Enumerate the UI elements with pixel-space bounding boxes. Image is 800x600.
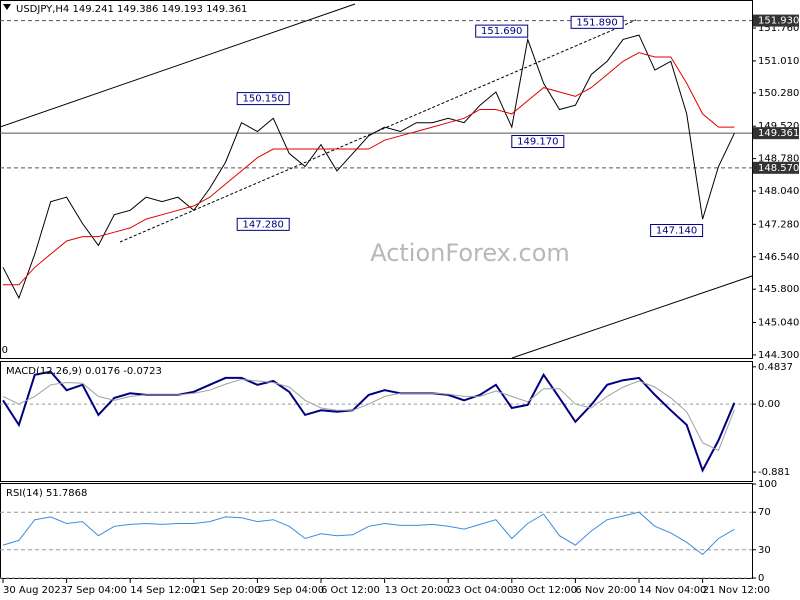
watermark: ActionForex.com xyxy=(370,239,570,267)
price-label: 149.170 xyxy=(517,137,558,148)
level-label-box xyxy=(753,161,799,174)
series-line xyxy=(2,34,735,300)
series-line xyxy=(2,511,735,556)
chart-title: USDJPY,H4 149.241 149.386 149.193 149.36… xyxy=(16,4,247,15)
y-tick-label: 70 xyxy=(758,507,771,518)
x-tick-label: 30 Aug 2023 xyxy=(3,585,67,596)
y-tick-label: 0 xyxy=(758,573,764,584)
channel-line xyxy=(511,275,753,359)
clipped-label: 30 xyxy=(0,345,8,356)
x-tick-label: 23 Oct 04:00 xyxy=(448,585,513,596)
y-tick-label: 150.280 xyxy=(758,88,799,99)
price-label: 150.150 xyxy=(243,94,284,105)
y-tick-label: 30 xyxy=(758,545,771,556)
rsi-panel xyxy=(0,483,753,579)
y-tick-label: 0.00 xyxy=(758,399,780,410)
price-panel xyxy=(0,0,753,359)
x-tick-label: 21 Nov 12:00 xyxy=(703,585,770,596)
y-tick-label: 145.800 xyxy=(758,284,799,295)
level-label: 149.361 xyxy=(758,128,799,139)
channel-line xyxy=(0,3,356,128)
price-label-box xyxy=(650,223,704,237)
price-label-box xyxy=(236,217,290,231)
price-label-box xyxy=(475,24,529,38)
price-label: 147.140 xyxy=(656,225,697,236)
price-label: 151.690 xyxy=(481,26,522,37)
x-tick-label: 6 Nov 20:00 xyxy=(575,585,636,596)
y-tick-label: -0.881 xyxy=(758,467,790,478)
series-line xyxy=(2,378,735,452)
indicator-title: MACD(12,26,9) 0.0176 -0.0723 xyxy=(6,366,162,377)
y-tick-label: 147.280 xyxy=(758,219,799,230)
y-tick-label: 144.300 xyxy=(758,350,799,361)
y-tick-label: 148.780 xyxy=(758,154,799,165)
price-label-box xyxy=(570,15,624,29)
x-tick-label: 29 Sep 04:00 xyxy=(257,585,324,596)
macd-panel xyxy=(0,361,753,482)
y-tick-label: 145.040 xyxy=(758,318,799,329)
y-tick-label: 146.540 xyxy=(758,252,799,263)
price-label: 151.890 xyxy=(576,17,617,28)
price-label: 147.280 xyxy=(243,219,284,230)
price-label-box xyxy=(511,135,565,149)
level-label-box xyxy=(753,14,799,27)
y-tick-label: 100 xyxy=(758,479,777,490)
y-tick-label: 0.4837 xyxy=(758,362,793,373)
level-label: 151.930 xyxy=(758,16,799,27)
x-tick-label: 14 Nov 04:00 xyxy=(639,585,706,596)
y-tick-label: 148.040 xyxy=(758,186,799,197)
x-tick-label: 21 Sep 20:00 xyxy=(194,585,261,596)
indicator-title: RSI(14) 51.7868 xyxy=(6,488,87,499)
series-line xyxy=(3,52,735,286)
y-tick-label: 151.010 xyxy=(758,56,799,67)
x-tick-label: 6 Oct 12:00 xyxy=(321,585,380,596)
x-tick-label: 30 Oct 12:00 xyxy=(512,585,577,596)
level-label: 148.570 xyxy=(758,163,799,174)
y-tick-label: 151.760 xyxy=(758,23,799,34)
x-tick-label: 7 Sep 04:00 xyxy=(67,585,127,596)
x-tick-label: 13 Oct 20:00 xyxy=(385,585,450,596)
x-tick-label: 14 Sep 12:00 xyxy=(130,585,197,596)
level-label-box xyxy=(753,127,799,140)
price-label-box xyxy=(236,92,290,106)
menu-icon xyxy=(3,4,11,10)
series-line xyxy=(2,370,736,473)
y-tick-label: 149.520 xyxy=(758,121,799,132)
